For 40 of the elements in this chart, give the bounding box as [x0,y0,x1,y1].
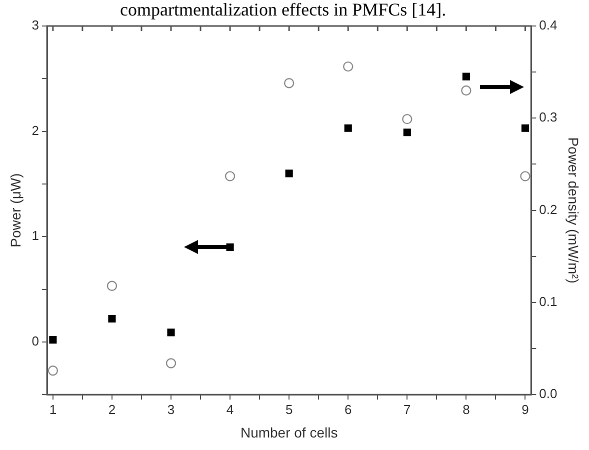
point [167,328,175,336]
y-tick-label: 2 [32,122,40,138]
point [285,170,293,178]
y2-tick-label: 0.1 [539,294,558,310]
y2-tick-label: 0.2 [539,202,558,217]
point [344,124,352,132]
point [462,72,470,80]
point [284,78,294,88]
point [521,124,530,132]
x-tick-label: 2 [108,402,116,417]
y2-axis-title: Power density (mW/m²) [566,137,582,284]
point [402,114,412,124]
point [461,85,472,96]
point [166,358,176,368]
point [343,61,354,72]
point [49,336,57,344]
y2-tick-label: 0.0 [539,386,558,402]
y2-tick-label: 0.3 [539,110,558,125]
y-tick-label: 3 [32,18,40,33]
y-axis-title: Power (μW) [7,173,24,248]
point [520,171,530,182]
point [403,128,411,136]
text: compartmentalization effects in PMFCs [14]. [120,0,446,20]
point [226,243,234,251]
x-tick-label: 6 [344,402,352,417]
point [48,366,58,376]
x-tick-label: 1 [49,402,57,417]
x-axis-title: Number of cells [240,424,338,440]
x-tick-label: 5 [285,402,293,417]
y-tick-label: 0 [32,334,40,349]
point [224,171,236,182]
point [106,280,118,291]
x-tick-label: 3 [167,402,175,417]
y-tick-label: 1 [32,228,40,244]
x-tick-label: 9 [522,402,529,417]
x-tick-label: 7 [404,402,411,417]
point [108,314,116,323]
x-tick-label: 4 [226,402,234,417]
y2-tick-label: 0.4 [539,18,558,33]
x-tick-label: 8 [462,402,470,417]
